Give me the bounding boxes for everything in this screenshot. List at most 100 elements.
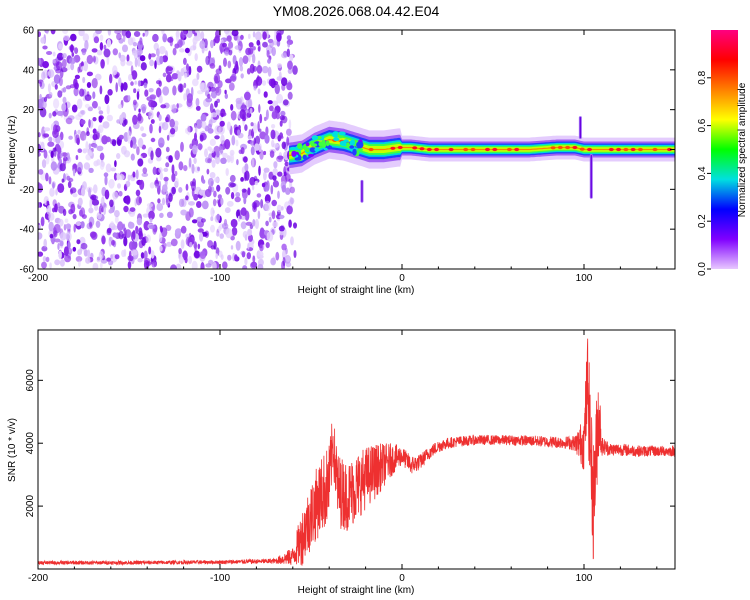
noise-blob	[137, 158, 144, 167]
noise-blob	[126, 54, 130, 63]
noise-blob	[135, 169, 139, 180]
ridge-spot	[368, 147, 374, 152]
noise-blob	[169, 118, 175, 128]
noise-blob	[58, 205, 65, 214]
noise-blob	[240, 221, 247, 230]
noise-blob	[252, 31, 256, 38]
ridge-spot	[637, 147, 643, 152]
noise-blob	[63, 246, 69, 257]
noise-blob	[254, 135, 261, 145]
noise-blob	[199, 82, 205, 91]
noise-blob	[288, 119, 292, 130]
noise-blob	[155, 87, 162, 98]
noise-blob	[281, 243, 287, 251]
ridge-spot	[485, 147, 490, 152]
noise-blob	[128, 74, 133, 81]
noise-blob	[207, 93, 211, 99]
noise-blob	[106, 38, 112, 48]
noise-blob	[252, 53, 256, 64]
noise-blob	[178, 187, 183, 193]
noise-blob	[184, 47, 190, 54]
noise-blob	[199, 40, 206, 49]
noise-blob	[43, 149, 48, 159]
noise-blob	[171, 164, 175, 175]
noise-blob	[196, 201, 202, 208]
noise-blob	[293, 222, 297, 229]
noise-blob	[224, 139, 231, 150]
noise-blob	[220, 134, 225, 145]
noise-blob	[192, 144, 198, 155]
noise-blob	[108, 179, 115, 189]
noise-blob	[146, 203, 153, 208]
noise-blob	[188, 65, 192, 76]
noise-blob	[188, 207, 194, 218]
ridge-spot	[616, 147, 622, 152]
noise-blob	[263, 91, 268, 98]
noise-blob	[62, 158, 67, 167]
noise-blob	[244, 163, 249, 172]
noise-blob	[188, 157, 192, 168]
noise-blob	[231, 135, 236, 146]
noise-blob	[244, 124, 248, 131]
noise-blob	[286, 205, 293, 215]
noise-blob	[125, 180, 131, 188]
noise-blob	[120, 59, 126, 67]
noise-blob	[118, 174, 125, 181]
noise-blob	[259, 244, 264, 252]
noise-blob	[52, 59, 56, 64]
ridge-noise	[357, 147, 363, 152]
colorbar-tick-label: 0.4	[697, 166, 708, 180]
noise-blob	[250, 146, 255, 156]
noise-blob	[158, 114, 162, 122]
noise-blob	[271, 100, 279, 107]
noise-blob	[165, 162, 170, 168]
noise-blob	[209, 63, 216, 69]
noise-blob	[118, 77, 122, 87]
noise-blob	[165, 116, 169, 123]
noise-blob	[242, 55, 249, 64]
noise-blob	[52, 147, 57, 152]
noise-blob	[60, 67, 68, 73]
noise-blob	[257, 88, 261, 95]
noise-blob	[229, 156, 233, 162]
noise-blob	[287, 68, 293, 74]
noise-blob	[162, 184, 168, 193]
noise-blob	[77, 161, 83, 172]
noise-blob	[172, 85, 177, 96]
noise-blob	[240, 34, 244, 40]
ridge-layer	[289, 136, 675, 159]
noise-blob	[111, 139, 117, 147]
noise-blob	[38, 31, 41, 37]
noise-blob	[283, 171, 287, 177]
noise-blob	[257, 121, 260, 132]
noise-blob	[281, 141, 286, 150]
noise-blob	[110, 254, 113, 260]
noise-blob	[148, 110, 154, 119]
noise-blob	[193, 35, 199, 41]
noise-blob	[247, 98, 253, 109]
noise-blob	[158, 137, 165, 148]
noise-blob	[84, 94, 92, 101]
noise-blob	[156, 80, 161, 85]
noise-blob	[229, 149, 235, 156]
noise-blob	[99, 42, 104, 51]
noise-blob	[150, 137, 156, 143]
noise-blob	[214, 177, 219, 183]
noise-blob	[131, 249, 138, 256]
noise-blob	[48, 112, 52, 119]
noise-blob	[149, 217, 153, 223]
noise-blob	[121, 249, 126, 258]
noise-blob	[93, 184, 98, 194]
noise-blob	[97, 128, 102, 133]
noise-blob	[267, 58, 271, 64]
noise-blob	[289, 197, 295, 205]
noise-blob	[113, 172, 118, 181]
noise-blob	[200, 262, 205, 269]
noise-blob	[92, 133, 98, 141]
noise-blob	[145, 261, 152, 267]
noise-blob	[228, 82, 235, 91]
noise-blob	[259, 131, 267, 140]
noise-blob	[54, 259, 61, 266]
noise-blob	[88, 207, 94, 214]
